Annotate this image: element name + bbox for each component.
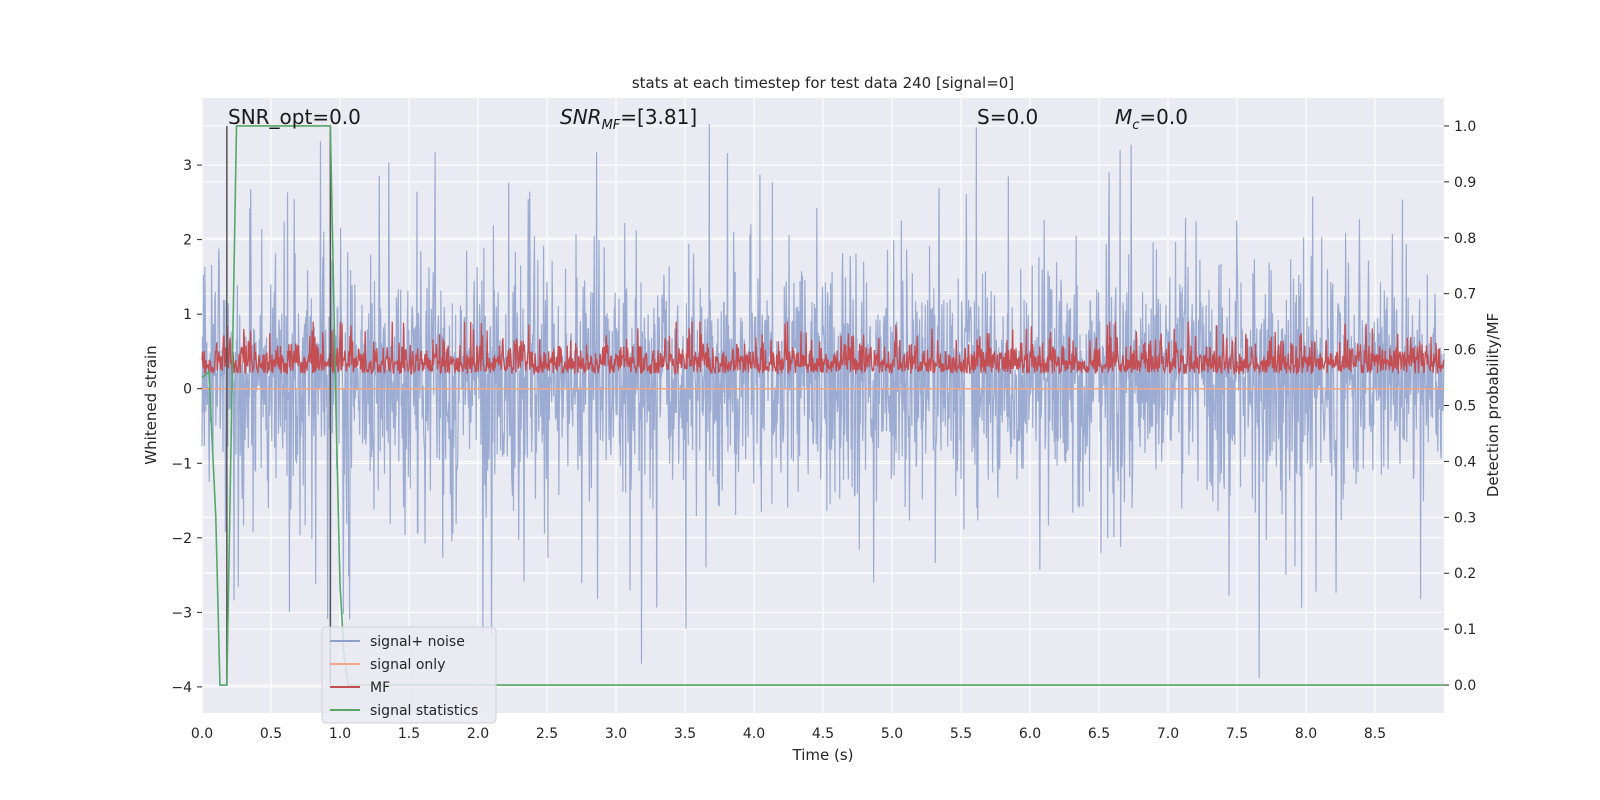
legend-label: signal+ noise [370,634,465,650]
x-tick-label: 4.0 [743,726,765,742]
legend-label: signal statistics [370,703,478,719]
x-tick-label: 8.0 [1295,726,1317,742]
y-tick-label-left: 0 [183,382,192,398]
x-tick-label: 3.0 [605,726,627,742]
annotation-mc: Mc=0.0 [1115,105,1188,133]
y-tick-label-left: 1 [183,307,192,323]
x-tick-label: 7.0 [1157,726,1179,742]
y-tick-label-left: 2 [183,233,192,249]
y-tick-label-right: 0.3 [1454,510,1476,526]
annotation-s: S=0.0 [977,105,1038,129]
x-tick-label: 7.5 [1226,726,1248,742]
y-tick-label-right: 0.9 [1454,175,1476,191]
x-tick-label: 8.5 [1364,726,1386,742]
x-tick-label: 2.5 [536,726,558,742]
x-tick-label: 0.0 [191,726,213,742]
y-tick-label-right: 0.2 [1454,566,1476,582]
series-mf [201,321,1445,376]
y-tick-label-left: 3 [183,158,192,174]
y-tick-label-right: 0.4 [1454,454,1476,470]
legend: signal+ noise signal only MF signal statist… [321,626,497,724]
y-tick-label-left: −2 [171,531,192,547]
x-tick-label: 6.5 [1088,726,1110,742]
y-axis-title-left: Whitened strain [142,345,160,464]
annotation-snr-opt: SNR_opt=0.0 [228,105,361,129]
ticks: 0.0 0.5 1.0 1.5 2.0 2.5 3.0 3.5 4.0 4.5 5.0 5.5 6.0 6… [171,119,1476,742]
x-axis-title: Time (s) [792,746,854,764]
x-tick-label: 1.0 [329,726,351,742]
x-tick-label: 1.5 [398,726,420,742]
annotations: SNR_opt=0.0 SNRMF=[3.81] S=0.0 Mc=0.0 [228,105,1188,133]
y-tick-label-right: 0.1 [1454,622,1476,638]
y-tick-label-right: 1.0 [1454,119,1476,135]
annotation-snr-mf: SNRMF=[3.81] [560,105,697,133]
chart-title: stats at each timestep for test data 240… [632,74,1014,92]
y-axis-title-right: Detection probability/MF [1484,313,1502,497]
x-tick-label: 5.0 [881,726,903,742]
legend-box [321,626,497,724]
legend-label: MF [370,680,390,696]
x-tick-label: 6.0 [1019,726,1041,742]
y-tick-label-left: −4 [171,680,192,696]
y-tick-label-right: 0.7 [1454,287,1476,303]
y-tick-label-right: 0.0 [1454,678,1476,694]
x-tick-label: 3.5 [674,726,696,742]
y-tick-label-right: 0.8 [1454,231,1476,247]
series-signal-plus-noise [201,124,1445,679]
x-tick-label: 4.5 [812,726,834,742]
x-tick-label: 5.5 [950,726,972,742]
x-tick-label: 0.5 [260,726,282,742]
y-tick-label-right: 0.5 [1454,399,1476,415]
y-tick-label-left: −1 [171,456,192,472]
y-tick-label-left: −3 [171,605,192,621]
legend-label: signal only [370,657,445,673]
y-tick-label-right: 0.6 [1454,343,1476,359]
x-tick-label: 2.0 [467,726,489,742]
